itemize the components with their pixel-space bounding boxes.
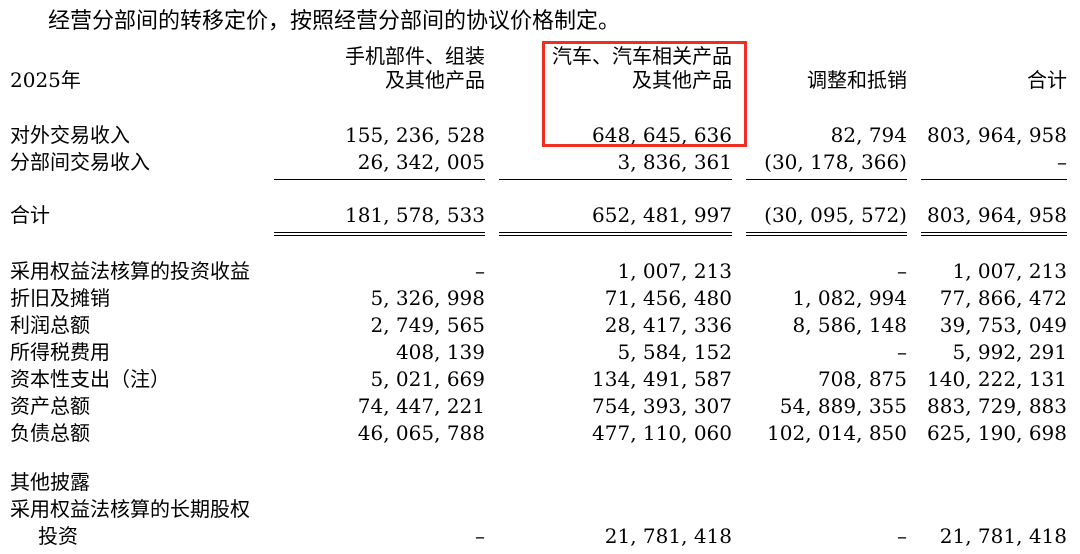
cell-value xyxy=(921,469,1067,496)
row-label: 采用权益法核算的长期股权 xyxy=(10,497,250,521)
row-label: 分部间交易收入 xyxy=(10,150,150,174)
cell-value: – xyxy=(897,524,907,548)
cell-value: 39, 753, 049 xyxy=(939,313,1067,337)
row-spacer xyxy=(10,447,1067,469)
row-label: 所得税费用 xyxy=(10,340,110,364)
cell-value: 477, 110, 060 xyxy=(592,421,732,445)
cell-value: 652, 481, 997 xyxy=(499,202,732,236)
cell-value: 408, 139 xyxy=(395,340,485,364)
cell-value: 46, 065, 788 xyxy=(357,421,485,445)
column-header-line2: 调整和抵销 xyxy=(807,68,907,92)
cell-value: 5, 326, 998 xyxy=(370,286,485,310)
cell-value: – xyxy=(897,259,907,283)
column-header-line2: 及其他产品 xyxy=(632,68,732,92)
table-row: 对外交易收入 155, 236, 528 648, 645, 636 82, 794 8… xyxy=(10,122,1067,149)
cell-value: 3, 836, 361 xyxy=(499,149,732,180)
row-spacer xyxy=(10,180,1067,202)
cell-value: 625, 190, 698 xyxy=(927,421,1067,445)
row-label: 对外交易收入 xyxy=(10,123,130,147)
cell-value xyxy=(499,469,732,496)
cell-value: 21, 781, 418 xyxy=(939,524,1067,548)
table-row: 分部间交易收入 26, 342, 005 3, 836, 361 (30, 178, … xyxy=(10,149,1067,180)
cell-value: 82, 794 xyxy=(830,123,907,147)
cell-value: 708, 875 xyxy=(817,367,907,391)
cell-value: 1, 082, 994 xyxy=(792,286,907,310)
table-row: 折旧及摊销 5, 326, 998 71, 456, 480 1, 082, 994 7… xyxy=(10,285,1067,312)
cell-value xyxy=(746,496,907,523)
cell-value: (30, 095, 572) xyxy=(746,202,907,236)
cell-value: (30, 178, 366) xyxy=(746,149,907,180)
table-row: 投资 – 21, 781, 418 – 21, 781, 418 xyxy=(10,523,1067,550)
table-row: 资产总额 74, 447, 221 754, 393, 307 54, 889, 35… xyxy=(10,393,1067,420)
cell-value: 54, 889, 355 xyxy=(779,394,907,418)
cell-value: 181, 578, 533 xyxy=(274,202,485,236)
column-header-total: 合计 xyxy=(907,68,1067,92)
table-header: 2025年 手机部件、组装 及其他产品 汽车、汽车相关产品 及其他产品 调整和抵… xyxy=(10,44,1067,92)
cell-value: – xyxy=(475,524,485,548)
cell-value: 140, 222, 131 xyxy=(927,367,1067,391)
table-body: 对外交易收入 155, 236, 528 648, 645, 636 82, 794 8… xyxy=(10,122,1067,550)
cell-value: 155, 236, 528 xyxy=(345,123,485,147)
cell-value: 102, 014, 850 xyxy=(767,421,907,445)
cell-value xyxy=(746,469,907,496)
cell-value: 2, 749, 565 xyxy=(370,313,485,337)
row-label: 合计 xyxy=(10,203,50,227)
cell-value: 71, 456, 480 xyxy=(604,286,732,310)
row-label: 其他披露 xyxy=(10,470,90,494)
row-label: 资产总额 xyxy=(10,394,90,418)
cell-value xyxy=(499,496,732,523)
cell-value: 1, 007, 213 xyxy=(952,259,1067,283)
table-row: 利润总额 2, 749, 565 28, 417, 336 8, 586, 148 39… xyxy=(10,312,1067,339)
cell-value: – xyxy=(897,340,907,364)
column-header-line2: 合计 xyxy=(1027,68,1067,92)
table-row: 合计 181, 578, 533 652, 481, 997 (30, 095, 57… xyxy=(10,202,1067,236)
year-label: 2025年 xyxy=(10,68,81,92)
column-header-line1: 手机部件、组装 xyxy=(345,44,485,68)
column-header-auto-segment: 汽车、汽车相关产品 及其他产品 xyxy=(485,44,732,92)
table-row: 资本性支出（注） 5, 021, 669 134, 491, 587 708, 875… xyxy=(10,366,1067,393)
segment-table: 2025年 手机部件、组装 及其他产品 汽车、汽车相关产品 及其他产品 调整和抵… xyxy=(10,44,1067,550)
cell-value xyxy=(274,469,485,496)
cell-value xyxy=(274,496,485,523)
row-spacer xyxy=(10,236,1067,258)
table-row: 负债总额 46, 065, 788 477, 110, 060 102, 014, 8… xyxy=(10,420,1067,447)
cell-value: – xyxy=(475,259,485,283)
table-row: 其他披露 xyxy=(10,469,1067,496)
row-label: 折旧及摊销 xyxy=(10,286,110,310)
table-row: 采用权益法核算的长期股权 xyxy=(10,496,1067,523)
cell-value: 5, 584, 152 xyxy=(617,340,732,364)
cell-value: 8, 586, 148 xyxy=(792,313,907,337)
intro-text: 经营分部间的转移定价，按照经营分部间的协议价格制定。 xyxy=(48,9,621,34)
cell-value: 648, 645, 636 xyxy=(592,123,732,147)
cell-value: 28, 417, 336 xyxy=(604,313,732,337)
row-label: 采用权益法核算的投资收益 xyxy=(10,259,250,283)
column-header-line1: 汽车、汽车相关产品 xyxy=(552,44,732,68)
column-header-phone-segment: 手机部件、组装 及其他产品 xyxy=(260,44,485,92)
column-header-adjustments: 调整和抵销 xyxy=(732,68,907,92)
row-label: 利润总额 xyxy=(10,313,90,337)
table-row: 采用权益法核算的投资收益 – 1, 007, 213 – 1, 007, 213 xyxy=(10,258,1067,285)
cell-value: 134, 491, 587 xyxy=(592,367,732,391)
cell-value: 26, 342, 005 xyxy=(274,149,485,180)
cell-value: 5, 021, 669 xyxy=(370,367,485,391)
cell-value: 77, 866, 472 xyxy=(939,286,1067,310)
row-label: 资本性支出（注） xyxy=(10,367,170,391)
cell-value: – xyxy=(921,149,1067,180)
cell-value: 74, 447, 221 xyxy=(357,394,485,418)
cell-value: 1, 007, 213 xyxy=(617,259,732,283)
row-label: 投资 xyxy=(38,524,78,548)
cell-value: 883, 729, 883 xyxy=(927,394,1067,418)
cell-value xyxy=(921,496,1067,523)
cell-value: 5, 992, 291 xyxy=(952,340,1067,364)
row-label: 负债总额 xyxy=(10,421,90,445)
cell-value: 21, 781, 418 xyxy=(604,524,732,548)
cell-value: 754, 393, 307 xyxy=(592,394,732,418)
table-row: 所得税费用 408, 139 5, 584, 152 – 5, 992, 291 xyxy=(10,339,1067,366)
cell-value: 803, 964, 958 xyxy=(921,202,1067,236)
column-header-line2: 及其他产品 xyxy=(385,68,485,92)
cell-value: 803, 964, 958 xyxy=(927,123,1067,147)
